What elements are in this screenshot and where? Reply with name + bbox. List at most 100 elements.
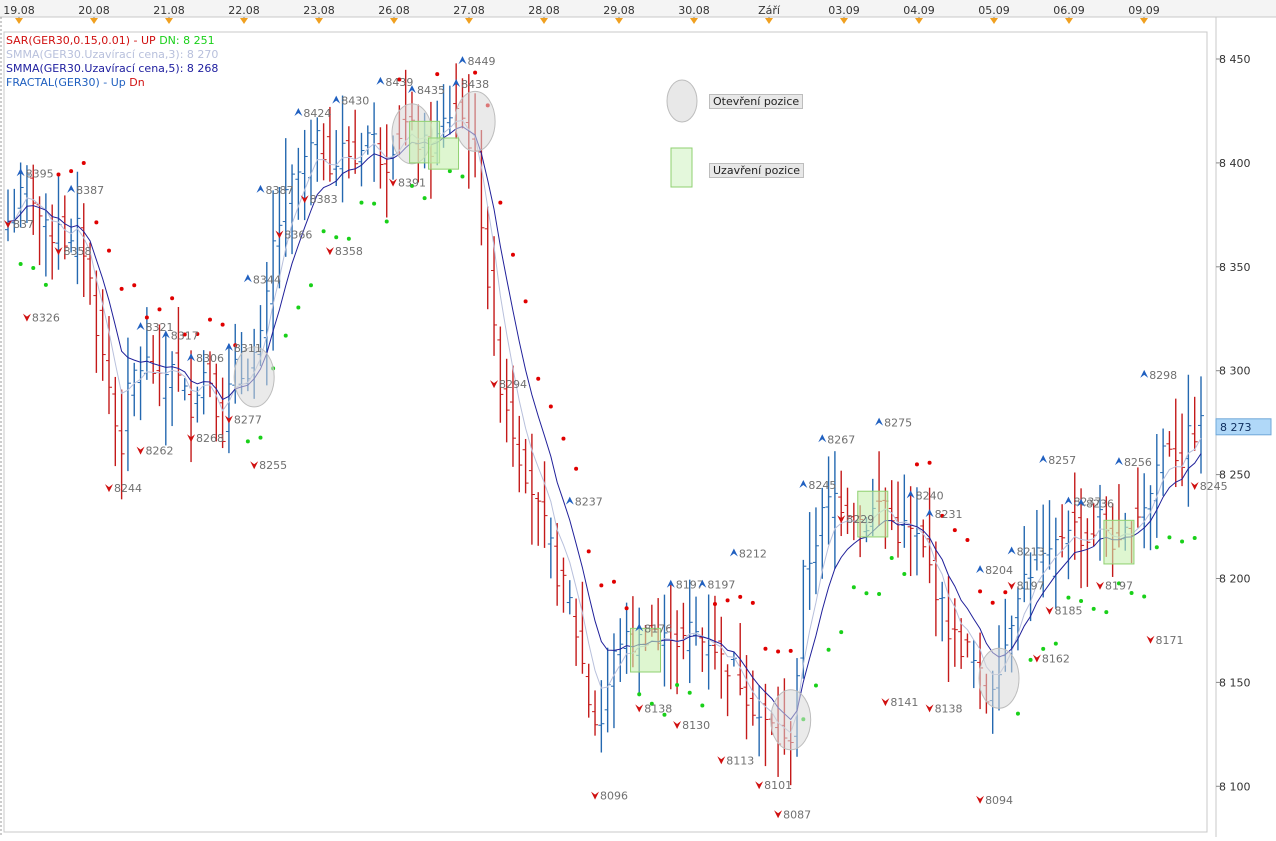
fractal-up-marker [1064, 496, 1073, 505]
date-axis-marker [1065, 18, 1073, 24]
fractal-down-marker [300, 195, 309, 204]
sar-dot-down [574, 466, 579, 471]
fractal-up-marker [136, 322, 145, 331]
legend-smma5-text: SMMA(GER30.Uzavírací cena,5): 8 268 [6, 62, 219, 75]
fractal-down-marker [1045, 606, 1054, 615]
sar-dot-up [813, 683, 818, 688]
fractal-up-marker [376, 76, 385, 85]
fractal-up-marker [925, 509, 934, 518]
sar-dot-up [1129, 590, 1134, 595]
fractal-up-marker [875, 417, 884, 426]
fractal-down-label: 8094 [985, 794, 1013, 807]
close-position-marker [630, 627, 662, 673]
sar-dot-up [675, 683, 680, 688]
sar-dot-down [561, 436, 566, 441]
sar-dot-up [258, 435, 263, 440]
sar-dot-down [498, 200, 503, 205]
date-axis-label: 30.08 [678, 4, 710, 17]
date-axis-marker [990, 18, 998, 24]
price-axis-label: 8 450 [1219, 53, 1251, 66]
sar-dot-down [119, 286, 124, 291]
legend-fractal-dn: Dn [129, 76, 145, 89]
fractal-up-label: 8449 [467, 55, 495, 68]
sar-dot-up [889, 555, 894, 560]
fractal-down-label: 8255 [259, 459, 287, 472]
date-axis-label: 23.08 [303, 4, 335, 17]
fractal-down-label: 8245 [1200, 480, 1228, 493]
sar-dot-down [69, 169, 74, 174]
fractal-up-marker [1140, 369, 1149, 378]
date-axis-marker [690, 18, 698, 24]
fractal-down-marker [881, 698, 890, 707]
sar-dot-up [245, 439, 250, 444]
fractal-up-marker [729, 548, 738, 557]
key-open-position-label: Otevření pozice [709, 94, 804, 109]
open-position-marker [233, 346, 275, 408]
fractal-up-label: 8306 [196, 352, 224, 365]
sar-dot-up [1091, 606, 1096, 611]
sar-dot-up [359, 200, 364, 205]
fractal-up-marker [799, 479, 808, 488]
fractal-up-marker [16, 168, 25, 177]
fractal-up-marker [452, 78, 461, 87]
fractal-down-marker [224, 415, 233, 424]
date-axis-marker [615, 18, 623, 24]
fractal-up-label: 8204 [985, 564, 1013, 577]
fractal-down-marker [591, 791, 600, 800]
date-axis-marker [465, 18, 473, 24]
sar-dot-up [384, 219, 389, 224]
close-position-marker [1103, 519, 1135, 565]
legend-row-fractal: FRACTAL(GER30) - Up Dn [6, 76, 218, 90]
sar-dot-down [1003, 590, 1008, 595]
fractal-down-marker [104, 484, 113, 493]
sar-dot-up [346, 236, 351, 241]
date-axis-marker [390, 18, 398, 24]
sar-dot-up [321, 229, 326, 234]
price-axis-label: 8 400 [1219, 157, 1251, 170]
sar-dot-up [700, 703, 705, 708]
fractal-up-label: 8424 [303, 107, 331, 120]
sar-dot-up [308, 283, 313, 288]
sar-dot-down [157, 307, 162, 312]
sar-dot-down [106, 248, 111, 253]
date-axis-label: 03.09 [828, 4, 860, 17]
fractal-up-label: 8439 [385, 76, 413, 89]
sar-dot-up [662, 712, 667, 717]
fractal-up-marker [1039, 455, 1048, 464]
fractal-up-label: 8395 [26, 167, 54, 180]
sar-dot-down [81, 160, 86, 165]
close-position-marker [857, 490, 889, 538]
fractal-down-marker [635, 704, 644, 713]
fractal-up-marker [565, 496, 574, 505]
fractal-down-label: 8366 [284, 229, 312, 242]
sar-dot-up [864, 591, 869, 596]
fractal-down-label: 8113 [726, 754, 754, 767]
fractal-down-label: 8391 [398, 177, 426, 190]
fractal-up-label: 8344 [253, 273, 281, 286]
sar-dot-down [586, 549, 591, 554]
date-axis-label: 04.09 [903, 4, 935, 17]
sar-dot-down [435, 72, 440, 77]
sar-dot-down [207, 317, 212, 322]
date-axis-marker [840, 18, 848, 24]
date-axis-label: 19.08 [3, 4, 35, 17]
legend-row-sar: SAR(GER30,0.15,0.01) - UP DN: 8 251 [6, 34, 218, 48]
fractal-up-label: 8298 [1149, 369, 1177, 382]
fractal-up-marker [458, 56, 467, 65]
sar-dot-down [712, 601, 717, 606]
sar-dot-up [1015, 711, 1020, 716]
close-position-marker [428, 137, 460, 170]
sar-dot-up [1053, 641, 1058, 646]
price-axis-label: 8 250 [1219, 469, 1251, 482]
fractal-up-label: 8387 [265, 184, 293, 197]
fractal-up-marker [224, 342, 233, 351]
sar-dot-up [1142, 594, 1147, 599]
sar-dot-up [18, 261, 23, 266]
current-price-tag [1215, 418, 1272, 436]
fractal-up-marker [1077, 498, 1086, 507]
date-axis-label: 20.08 [78, 4, 110, 17]
fractal-down-marker [755, 781, 764, 790]
fractal-up-label: 8236 [1086, 498, 1114, 511]
